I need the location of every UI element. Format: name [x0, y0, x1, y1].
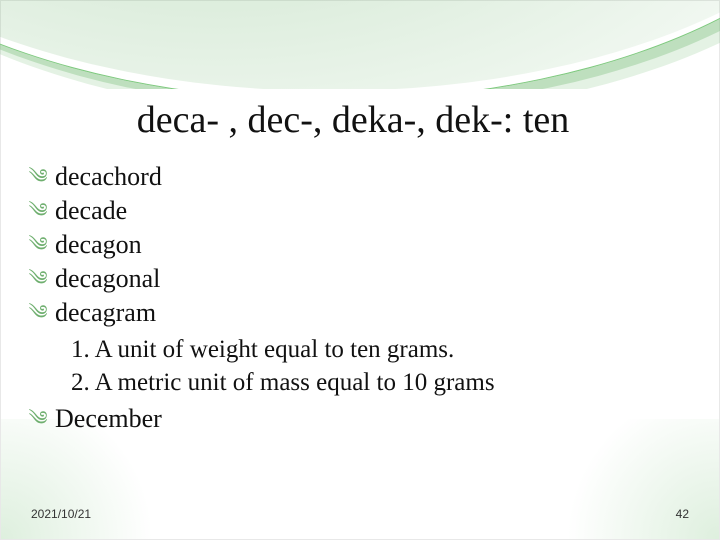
background-arc-fill: [0, 0, 720, 91]
content-area: ༄ decachord ༄ decade ༄ decagon ༄ decagon…: [21, 161, 701, 437]
bullet-text: decagonal: [55, 263, 160, 295]
definition-line: 1. A unit of weight equal to ten grams.: [71, 333, 701, 366]
bullet-text: decade: [55, 195, 127, 227]
bullet-icon: ༄: [21, 195, 55, 227]
definitions-block: 1. A unit of weight equal to ten grams. …: [71, 333, 701, 399]
list-item: ༄ decade: [21, 195, 701, 227]
list-item: ༄ decagonal: [21, 263, 701, 295]
slide-title: deca- , dec-, deka-, dek-: ten: [73, 89, 633, 151]
bullet-list-bottom: ༄ December: [21, 403, 701, 435]
bullet-icon: ༄: [21, 263, 55, 295]
bullet-text: decachord: [55, 161, 162, 193]
bullet-list-top: ༄ decachord ༄ decade ༄ decagon ༄ decagon…: [21, 161, 701, 329]
bullet-text: decagram: [55, 297, 156, 329]
corner-gradient-bl: [1, 419, 181, 539]
bullet-text: decagon: [55, 229, 142, 261]
bullet-text: December: [55, 403, 162, 435]
list-item: ༄ December: [21, 403, 701, 435]
bullet-icon: ༄: [21, 297, 55, 329]
footer-page-number: 42: [676, 507, 689, 521]
definition-line: 2. A metric unit of mass equal to 10 gra…: [71, 366, 701, 399]
list-item: ༄ decagram: [21, 297, 701, 329]
footer-date: 2021/10/21: [31, 507, 91, 521]
background-arc-outline: [0, 0, 720, 101]
title-container: deca- , dec-, deka-, dek-: ten: [73, 89, 633, 151]
bullet-icon: ༄: [21, 403, 55, 435]
list-item: ༄ decachord: [21, 161, 701, 193]
corner-gradient-br: [539, 419, 719, 539]
bullet-icon: ༄: [21, 229, 55, 261]
bullet-icon: ༄: [21, 161, 55, 193]
list-item: ༄ decagon: [21, 229, 701, 261]
